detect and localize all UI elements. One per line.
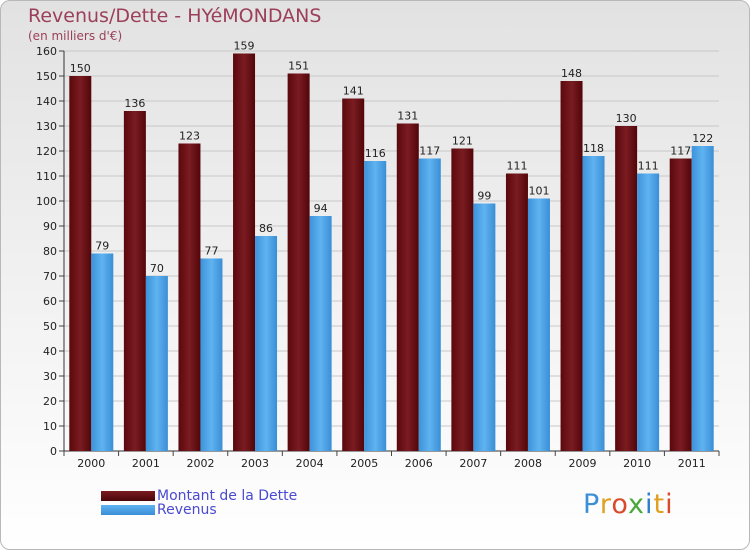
x-tick-label: 2010 [623, 457, 651, 470]
data-label: 77 [204, 245, 218, 258]
chart-title: Revenus/Dette - HYéMONDANS [28, 5, 322, 27]
x-tick-label: 2006 [405, 457, 433, 470]
data-label: 111 [506, 160, 527, 173]
data-label: 151 [288, 60, 309, 73]
x-tick-label: 2001 [132, 457, 160, 470]
bar-revenus [418, 158, 441, 451]
y-tick-label: 120 [36, 145, 57, 158]
bars [69, 53, 714, 451]
legend-item-revenus: Revenus [101, 502, 217, 518]
y-tick-label: 160 [36, 45, 57, 58]
bar-revenus [309, 216, 332, 451]
bar-dette [342, 98, 365, 451]
legend-swatch-revenus [101, 505, 155, 515]
data-label: 94 [314, 202, 328, 215]
bar-dette [178, 143, 201, 451]
bar-dette [669, 158, 692, 451]
data-label: 99 [477, 190, 491, 203]
x-tick-label: 2000 [77, 457, 105, 470]
data-label: 86 [259, 222, 273, 235]
bar-revenus [364, 161, 387, 451]
y-tick-label: 130 [36, 120, 57, 133]
y-tick-label: 140 [36, 95, 57, 108]
y-tick-label: 10 [43, 420, 57, 433]
y-tick-label: 100 [36, 195, 57, 208]
y-tick-label: 80 [43, 245, 57, 258]
bar-revenus [473, 203, 496, 451]
bar-dette [615, 126, 638, 451]
data-label: 117 [670, 145, 691, 158]
bar-dette [69, 76, 92, 451]
x-tick-label: 2004 [296, 457, 324, 470]
bar-dette [123, 111, 146, 451]
y-tick-label: 20 [43, 395, 57, 408]
bar-revenus [91, 253, 114, 451]
y-tick-label: 110 [36, 170, 57, 183]
y-tick-label: 0 [50, 445, 57, 458]
legend-item-debt: Montant de la Dette [101, 488, 297, 504]
bar-revenus [637, 173, 660, 451]
legend-swatch-debt [101, 491, 155, 501]
data-label: 136 [124, 97, 145, 110]
data-label: 121 [452, 135, 473, 148]
bar-revenus [200, 258, 223, 451]
x-tick-label: 2011 [678, 457, 706, 470]
data-label: 123 [179, 130, 200, 143]
x-tick-label: 2002 [186, 457, 214, 470]
data-labels: 150 79 136 70 123 77 159 86 151 94 141 116 131 117 121… [70, 40, 713, 276]
bar-dette [451, 148, 474, 451]
chart-subtitle: (en milliers d'€) [28, 29, 123, 43]
y-tick-label: 50 [43, 320, 57, 333]
data-label: 116 [365, 147, 386, 160]
bar-revenus [527, 198, 550, 451]
data-label: 130 [616, 112, 637, 125]
x-tick-label: 2005 [350, 457, 378, 470]
axes: 0 10 20 30 40 50 60 70 80 90 100 110 120 130 140 150 160… [36, 45, 720, 470]
y-tick-label: 70 [43, 270, 57, 283]
data-label: 141 [343, 85, 364, 98]
x-tick-label: 2003 [241, 457, 269, 470]
proxiti-logo: Proxiti [583, 489, 674, 520]
x-tick-label: 2008 [514, 457, 542, 470]
y-tick-label: 60 [43, 295, 57, 308]
bar-dette [233, 53, 256, 451]
data-label: 111 [638, 160, 659, 173]
y-tick-label: 90 [43, 220, 57, 233]
legend-label-debt: Montant de la Dette [157, 488, 298, 504]
legend-label-revenus: Revenus [157, 502, 217, 518]
data-label: 148 [561, 67, 582, 80]
bar-revenus [691, 146, 714, 451]
data-label: 117 [419, 145, 440, 158]
y-tick-label: 30 [43, 370, 57, 383]
data-label: 122 [692, 132, 713, 145]
data-label: 101 [528, 185, 549, 198]
data-label: 79 [95, 240, 109, 253]
x-tick-label: 2009 [569, 457, 597, 470]
data-label: 131 [397, 110, 418, 123]
bar-dette [287, 73, 310, 451]
x-tick-label: 2007 [459, 457, 487, 470]
bar-dette [505, 173, 528, 451]
y-tick-label: 150 [36, 70, 57, 83]
data-label: 118 [583, 142, 604, 155]
bar-dette [396, 123, 419, 451]
data-label: 70 [150, 262, 164, 275]
y-tick-label: 40 [43, 345, 57, 358]
bar-revenus [255, 236, 278, 451]
grid-lines [64, 50, 719, 427]
data-label: 150 [70, 62, 91, 75]
data-label: 159 [234, 40, 255, 53]
bar-dette [560, 81, 583, 451]
bar-revenus [582, 156, 605, 451]
bar-revenus [145, 276, 168, 451]
